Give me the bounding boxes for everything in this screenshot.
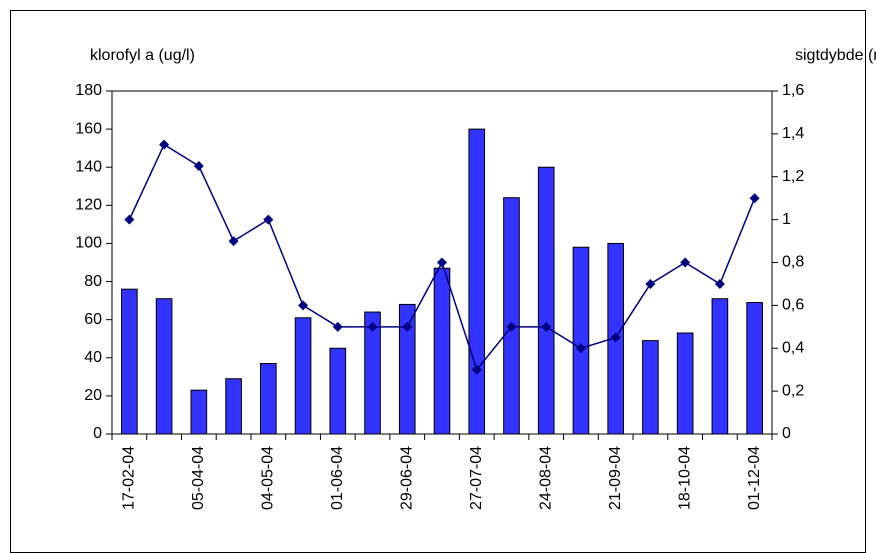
marker (471, 364, 482, 375)
y-tick-label: 60 (84, 311, 102, 328)
marker (437, 257, 447, 268)
y-tick-label: 20 (84, 387, 102, 404)
bar (537, 166, 555, 435)
x-tick-label: 05-04-04 (190, 446, 207, 510)
marker (124, 214, 135, 225)
bar (676, 332, 694, 435)
x-tick-label: 21-09-04 (607, 446, 624, 510)
x-tick-label: 01-12-04 (746, 446, 763, 510)
y2-tick-label: 0 (782, 425, 791, 442)
bar (155, 298, 173, 435)
bar (468, 128, 486, 435)
bar (711, 298, 729, 435)
y-tick-label: 80 (84, 273, 102, 290)
marker (645, 278, 656, 289)
marker (506, 321, 517, 332)
y2-tick-label: 0,6 (782, 297, 804, 314)
x-tick-label: 04-05-04 (260, 446, 277, 510)
x-tick-label: 17-02-04 (121, 446, 138, 510)
x-tick-label: 29-06-04 (398, 446, 415, 510)
marker (367, 321, 378, 332)
x-tick-label: 01-06-04 (329, 446, 346, 510)
y2-tick-label: 0,4 (782, 339, 804, 356)
bar (642, 340, 659, 435)
marker (749, 193, 760, 204)
marker (332, 321, 343, 332)
bar (190, 389, 208, 435)
y-tick-label: 0 (93, 425, 102, 442)
marker (402, 321, 413, 332)
bar (433, 267, 451, 435)
marker (680, 257, 691, 268)
x-tick-label: 18-10-04 (676, 446, 693, 510)
bar (398, 303, 416, 435)
y-tick-label: 120 (75, 197, 102, 214)
bar (260, 362, 277, 435)
bar (503, 197, 520, 435)
marker (298, 300, 309, 311)
y2-axis-label: sigtdybde (m) (795, 47, 876, 64)
y2-tick-label: 0,2 (782, 382, 804, 399)
y-tick-label: 180 (75, 82, 102, 99)
marker (263, 214, 274, 225)
y2-tick-label: 1 (782, 211, 791, 228)
marker (714, 278, 725, 289)
bar (329, 347, 347, 435)
y-tick-label: 140 (75, 158, 102, 175)
y2-tick-label: 0,8 (782, 254, 804, 271)
bar (572, 246, 590, 435)
marker (159, 139, 170, 150)
bar (121, 288, 138, 435)
x-tick-label: 27-07-04 (468, 446, 485, 510)
bar (294, 317, 312, 435)
marker (575, 343, 586, 354)
x-tick-label: 24-08-04 (537, 446, 554, 510)
marker (610, 332, 621, 343)
marker (228, 236, 239, 247)
bar (364, 311, 381, 435)
y2-tick-label: 1,4 (782, 125, 804, 142)
y2-tick-label: 1,6 (782, 82, 804, 99)
y-tick-label: 40 (84, 349, 102, 366)
y-tick-label: 160 (75, 120, 102, 137)
marker (193, 161, 204, 172)
y-tick-label: 100 (75, 235, 102, 252)
marker (541, 321, 552, 332)
bar (746, 302, 763, 435)
y-axis-label: klorofyl a (ug/l) (90, 47, 195, 64)
y2-tick-label: 1,2 (782, 168, 804, 185)
bar (225, 378, 242, 435)
